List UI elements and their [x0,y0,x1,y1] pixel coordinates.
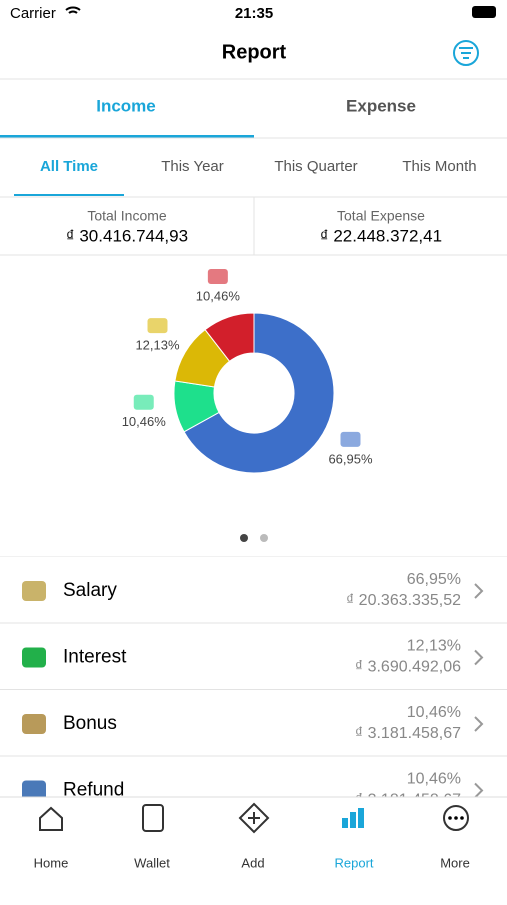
slice-label: 10,46% [122,414,167,429]
period-indicator [14,194,124,196]
row-name: Salary [63,580,117,601]
row-percent: 66,95% [407,571,461,588]
add-icon [238,802,270,834]
page-dot[interactable] [240,534,248,542]
report-icon [342,808,364,828]
total-label: Total Income [87,208,167,224]
chevron [474,583,484,599]
chevron [474,716,484,732]
row-amount: ₫ 3.690.492,06 [355,659,461,676]
row-amount: ₫ 3.181.458,67 [355,725,461,742]
slice-icon [147,318,168,334]
donut-slice [183,312,335,474]
filter-button[interactable] [453,40,479,66]
row-icon [22,714,46,734]
more-icon [443,805,469,831]
home-icon [39,806,63,831]
chevron [474,649,484,666]
row[interactable] [0,623,507,690]
row-percent: 10,46% [407,704,461,721]
row-percent: 10,46% [407,771,461,788]
tab-bar-label[interactable]: Add [241,855,264,870]
slice-label: 10,46% [196,288,241,303]
row[interactable] [0,557,507,623]
slice-icon [207,268,228,284]
total-amount: ₫ 22.448.372,41 [320,226,442,245]
clock: 21:35 [235,5,273,22]
slice-label: 66,95% [328,451,373,466]
slice-label: 12,13% [135,338,180,353]
period-tab[interactable]: All Time [40,158,98,175]
donut-slice [204,312,255,363]
tab-bar-label[interactable]: More [440,855,470,870]
tab-bar-label[interactable]: Home [34,855,69,870]
slice-icon [133,394,154,410]
nav-title: Report [222,41,287,63]
period-tab[interactable]: This Year [161,158,224,175]
row[interactable] [0,690,507,756]
slice-icon [340,431,361,447]
tab-income[interactable]: Income [96,96,156,115]
chevron [474,782,484,799]
tab-bar-label[interactable]: Wallet [134,855,170,870]
row-amount: ₫ 20.363.335,52 [346,592,461,609]
tab-expense[interactable]: Expense [346,96,416,115]
total-label: Total Expense [337,208,425,224]
row-name: Interest [63,647,127,668]
tab-indicator [0,135,254,138]
row-icon [22,780,46,801]
wallet-icon [142,804,164,832]
wifi-icon [65,6,81,14]
row-icon [22,581,46,601]
battery [472,6,496,18]
period-tab[interactable]: This Quarter [274,158,357,175]
row-name: Refund [63,780,124,801]
carrier: Carrier [10,5,56,22]
tab-bar-label[interactable]: Report [334,855,373,870]
row-icon [22,647,46,668]
row-name: Bonus [63,713,117,734]
period-tab[interactable]: This Month [402,158,476,175]
total-amount: ₫ 30.416.744,93 [66,226,188,245]
row-percent: 12,13% [407,638,461,655]
page-dot[interactable] [260,534,268,542]
